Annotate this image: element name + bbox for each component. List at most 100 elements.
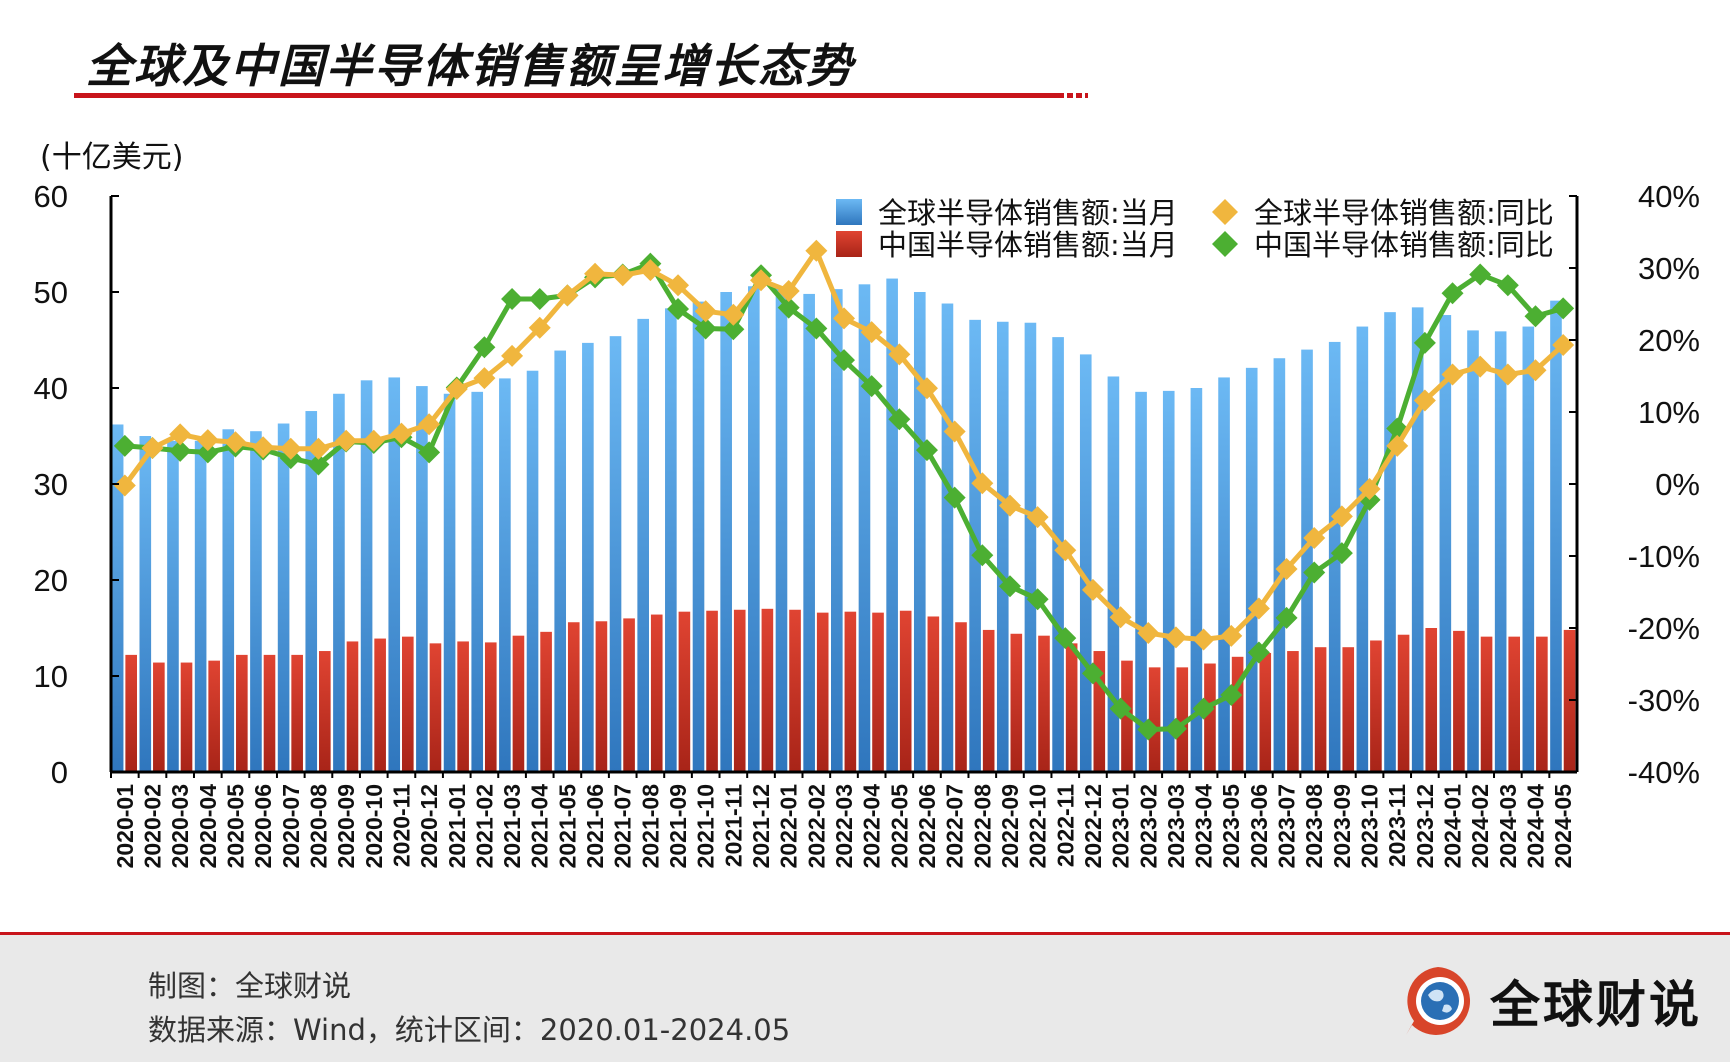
line-global-yoy-marker: [473, 367, 496, 390]
line-global-yoy-marker: [1469, 355, 1492, 378]
y-tick-label-left: 30: [34, 467, 68, 502]
line-china-yoy-marker: [1247, 641, 1270, 664]
bar-china-monthly: [125, 654, 138, 772]
x-tick-label: 2022-07: [942, 784, 968, 868]
bar-china-monthly: [1010, 633, 1023, 772]
bar-china-monthly: [1148, 667, 1161, 772]
bar-china-monthly: [1453, 630, 1465, 772]
line-china-yoy-marker: [1054, 627, 1077, 650]
x-tick-label: 2023-07: [1274, 784, 1300, 868]
y-tick-label-right: 30%: [1638, 251, 1700, 286]
x-tick-label: 2020-04: [195, 784, 221, 869]
title-underline: [74, 93, 1084, 98]
line-china-yoy-marker: [1303, 561, 1326, 584]
line-global-yoy-marker: [1303, 527, 1326, 549]
bar-global-monthly: [582, 342, 594, 772]
x-tick-label: 2024-01: [1440, 784, 1466, 869]
x-tick-label: 2024-03: [1495, 784, 1521, 868]
bar-global-monthly: [305, 411, 318, 772]
bar-global-monthly: [1107, 376, 1120, 772]
line-china-yoy-marker: [1441, 282, 1464, 305]
line-global-yoy-marker: [390, 422, 413, 445]
line-china-yoy-marker: [1524, 305, 1547, 328]
line-global-yoy-marker: [777, 280, 800, 303]
y-tick-label-right: 40%: [1638, 179, 1700, 214]
bar-global-monthly: [526, 370, 539, 772]
line-china-yoy-marker: [113, 434, 136, 457]
line-global-yoy-marker: [1137, 622, 1160, 645]
bar-global-monthly: [996, 321, 1009, 772]
x-tick-label: 2022-05: [886, 784, 912, 869]
bar-china-monthly: [650, 614, 663, 772]
bar-china-monthly: [567, 622, 580, 772]
line-global-yoy-marker: [1026, 506, 1049, 529]
brand-logo: 全球财说: [1400, 963, 1702, 1039]
line-global-yoy-marker: [1413, 389, 1436, 412]
bar-china-monthly: [512, 635, 525, 772]
x-tick-label: 2022-10: [1025, 784, 1051, 868]
x-tick-label: 2023-03: [1163, 784, 1189, 868]
line-global-yoy-marker: [750, 269, 773, 292]
line-global-yoy-marker: [1164, 626, 1187, 649]
line-global-yoy-marker: [252, 436, 275, 459]
x-tick-label: 2023-10: [1357, 784, 1383, 868]
line-global-yoy-marker: [694, 300, 717, 323]
line-global-yoy-marker: [998, 494, 1021, 517]
x-tick-label: 2023-12: [1412, 784, 1438, 868]
line-china-yoy-marker: [805, 317, 828, 340]
bar-china-monthly: [706, 610, 718, 772]
legend-label: 中国半导体销售额:当月: [878, 228, 1178, 262]
line-china-yoy-marker: [722, 318, 745, 341]
bar-china-monthly: [1093, 651, 1106, 772]
y-tick-label-left: 0: [51, 755, 68, 790]
bar-global-monthly: [748, 286, 760, 772]
bar-global-monthly: [803, 293, 815, 772]
legend-marker: [1212, 199, 1238, 225]
line-global-yoy-marker: [1358, 478, 1381, 501]
globe-logo-icon: [1406, 967, 1471, 1035]
bar-china-monthly: [1370, 640, 1382, 772]
x-tick-label: 2022-01: [776, 784, 802, 869]
combo-chart: 2020-01 2020-02 2020-03 2020-04 2020-05 2020-…: [34, 179, 1700, 869]
line-global-yoy-marker: [418, 413, 441, 436]
x-tick-label: 2020-12: [416, 784, 442, 868]
bar-china-monthly: [1314, 647, 1327, 772]
x-tick-label: 2024-05: [1550, 784, 1576, 869]
line-china-yoy-marker: [1220, 683, 1243, 706]
y-tick-label-right: 20%: [1638, 323, 1700, 358]
y-tick-label-left: 20: [34, 563, 68, 598]
line-china-yoy-marker: [1275, 606, 1298, 629]
bar-global-monthly: [886, 278, 898, 772]
x-tick-label: 2021-09: [665, 784, 691, 868]
line-global-yoy-marker: [1247, 597, 1270, 620]
bar-china-monthly: [1176, 667, 1189, 772]
bar-global-monthly: [1439, 315, 1452, 772]
bar-global-monthly: [554, 350, 567, 772]
bar-china-monthly: [595, 621, 608, 772]
x-tick-label: 2023-08: [1301, 784, 1327, 869]
bar-china-monthly: [374, 638, 386, 772]
line-china-yoy-marker: [473, 336, 496, 359]
x-tick-label: 2023-05: [1218, 784, 1244, 869]
bar-global-monthly: [830, 289, 843, 772]
x-tick-label: 2021-02: [471, 784, 497, 868]
line-china-yoy-marker: [915, 439, 938, 462]
x-tick-label: 2020-05: [222, 784, 248, 869]
y-tick-label-left: 60: [34, 179, 68, 214]
line-global-yoy-marker: [307, 437, 330, 460]
bar-global-monthly: [167, 440, 179, 772]
bar-china-monthly: [982, 629, 995, 772]
bar-china-monthly: [678, 611, 691, 772]
line-global-yoy-marker: [1441, 363, 1464, 386]
footer-maker: 制图：全球财说: [148, 969, 352, 1003]
bar-global-monthly: [1550, 300, 1562, 772]
footer: 制图：全球财说 数据来源：Wind，统计区间：2020.01-2024.05 全…: [0, 932, 1730, 1062]
bar-global-monthly: [471, 391, 484, 772]
bar-china-monthly: [236, 654, 248, 772]
line-china-yoy-marker: [777, 296, 800, 319]
line-global-yoy-marker: [528, 316, 551, 339]
x-tick-label: 2022-04: [859, 784, 885, 869]
x-tick-label: 2023-11: [1384, 784, 1410, 867]
line-global-yoy-marker: [501, 344, 524, 367]
bar-china-monthly: [955, 622, 967, 772]
